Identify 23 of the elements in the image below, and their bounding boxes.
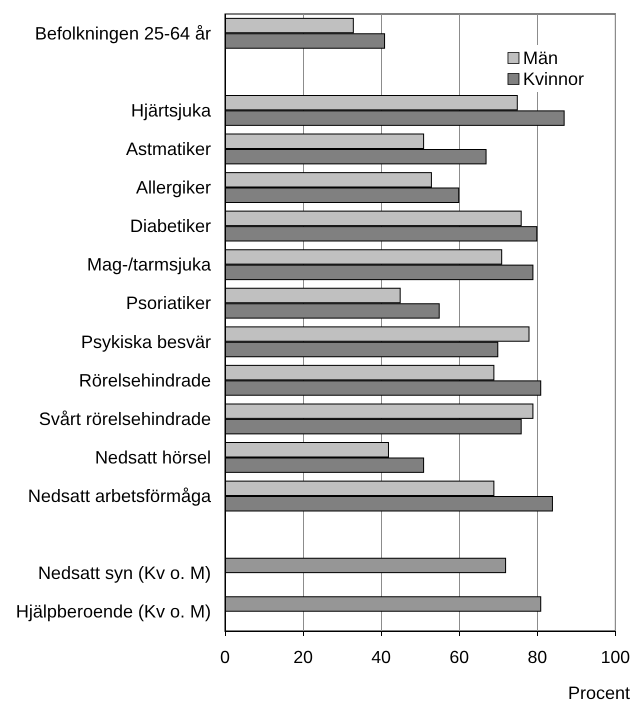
y-tick-label: Befolkningen 25-64 år: [34, 23, 212, 44]
y-tick-label: Nedsatt syn (Kv o. M): [38, 563, 211, 584]
x-tick-label: 0: [220, 647, 230, 667]
x-axis-title: Procent: [568, 683, 630, 702]
y-tick-label: Svårt rörelsehindrade: [38, 408, 211, 429]
x-tick-label: 40: [371, 647, 392, 667]
x-tick-label: 80: [528, 647, 548, 667]
y-tick-label: Hjärtsjuka: [130, 100, 212, 120]
legend-label: Kvinnor: [522, 69, 584, 89]
y-tick-label: Hjälpberoende (Kv o. M): [16, 602, 211, 622]
y-tick-label: Nedsatt arbetsförmåga: [28, 486, 212, 506]
x-tick-label: 20: [293, 647, 314, 667]
y-tick-label: Diabetiker: [130, 216, 211, 236]
y-tick-label: Astmatiker: [126, 138, 211, 159]
x-tick-label: 100: [600, 647, 630, 667]
y-tick-label: Psykiska besvär: [80, 332, 211, 352]
y-tick-label: Allergiker: [136, 178, 211, 198]
y-tick-label: Mag-/tarmsjuka: [86, 254, 212, 275]
x-tick-label: 60: [450, 647, 470, 667]
y-tick-label: Nedsatt hörsel: [94, 447, 211, 468]
y-tick-label: Psoriatiker: [126, 293, 211, 314]
y-tick-label: Rörelsehindrade: [78, 370, 211, 390]
legend-label: Män: [522, 48, 558, 68]
